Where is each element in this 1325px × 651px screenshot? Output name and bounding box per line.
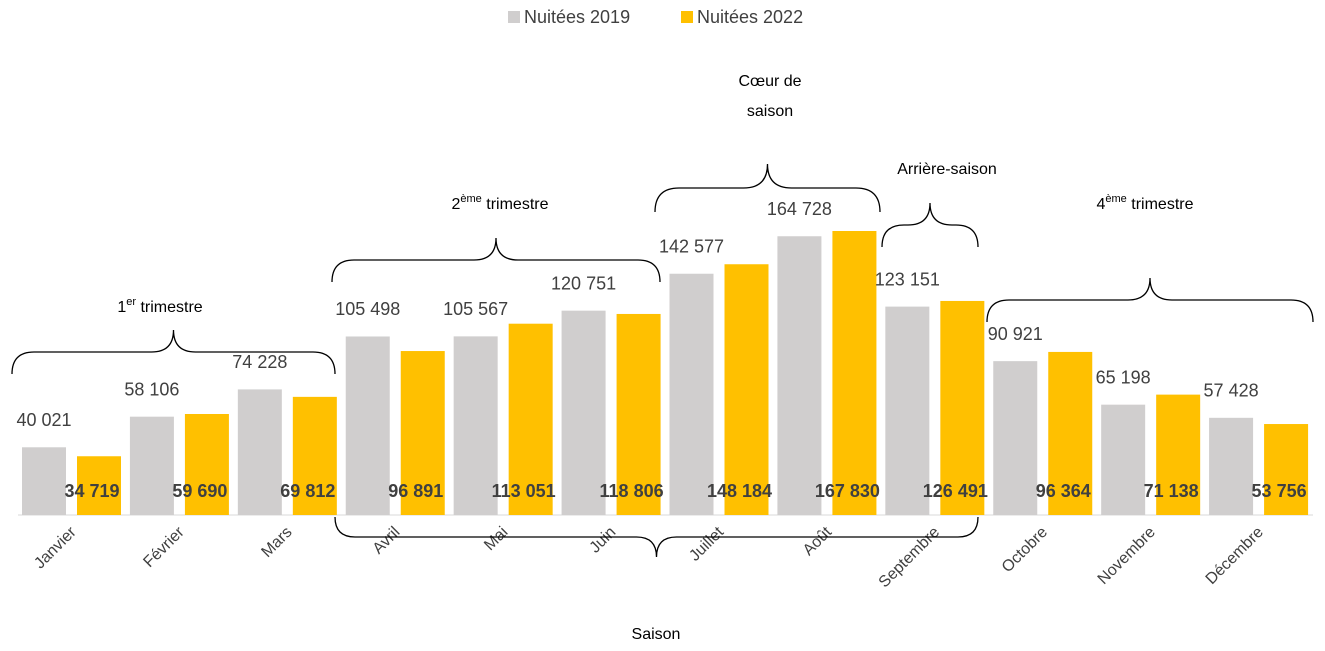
bar (77, 456, 121, 515)
annotation: saison (747, 103, 793, 120)
value-label: 164 728 (767, 199, 832, 219)
x-tick-label: Février (140, 523, 188, 571)
value-label: 57 428 (1204, 381, 1259, 401)
bar (1264, 424, 1309, 515)
value-label: 167 830 (815, 481, 880, 501)
x-tick-label: Septembre (876, 524, 943, 591)
bar (508, 323, 553, 515)
bar (940, 300, 985, 515)
value-label: 34 719 (64, 481, 119, 501)
annotation-part: trimestre (136, 299, 203, 316)
annotation-part: 2 (452, 196, 461, 213)
value-label: 126 491 (923, 481, 988, 501)
value-label: 71 138 (1144, 481, 1199, 501)
bar (1209, 417, 1254, 515)
brace (331, 237, 661, 283)
brace (986, 277, 1314, 323)
brace (334, 516, 979, 558)
value-label: 74 228 (232, 352, 287, 372)
bar (832, 231, 877, 515)
annotation-part: trimestre (482, 196, 549, 213)
bar (1156, 394, 1201, 515)
value-label: 142 577 (659, 236, 724, 256)
bar (561, 310, 606, 515)
x-tick-label: Juillet (686, 523, 727, 564)
brace (11, 329, 336, 375)
value-label: 96 891 (388, 481, 443, 501)
bar (616, 313, 661, 515)
x-tick-label: Novembre (1095, 524, 1159, 588)
x-tick-label: Octobre (999, 524, 1051, 576)
value-label: 53 756 (1252, 481, 1307, 501)
value-label: 120 751 (551, 273, 616, 293)
x-tick-label: Mai (481, 524, 511, 554)
annotation: 1er trimestre (117, 296, 202, 316)
legend-swatch (681, 11, 693, 23)
value-label: 118 806 (600, 481, 664, 501)
x-tick-label: Mars (258, 524, 295, 561)
annotation: Arrière-saison (897, 161, 997, 178)
annotation: 4ème trimestre (1097, 193, 1194, 213)
value-label: 123 151 (875, 269, 940, 289)
bar (669, 273, 714, 515)
legend-swatch (508, 11, 520, 23)
value-label: 148 184 (707, 481, 772, 501)
annotation-part: trimestre (1127, 196, 1194, 213)
value-label: 65 198 (1096, 367, 1151, 387)
annotation-part: ème (1105, 193, 1126, 205)
bar (292, 396, 337, 515)
legend-label: Nuitées 2019 (524, 7, 630, 27)
bar (237, 389, 282, 515)
bar (184, 413, 229, 515)
value-label: 58 106 (124, 379, 179, 399)
bar (1101, 404, 1146, 515)
bar (400, 351, 445, 515)
bar (129, 416, 174, 515)
annotation: Cœur de (738, 73, 801, 90)
brace (654, 163, 881, 213)
value-label: 69 812 (280, 481, 335, 501)
bar (22, 447, 66, 515)
x-tick-label: Avril (370, 524, 404, 558)
x-tick-label: Décembre (1203, 524, 1267, 588)
legend-label: Nuitées 2022 (697, 7, 803, 27)
bar (1048, 351, 1093, 515)
annotation: 2ème trimestre (452, 193, 549, 213)
value-label: 105 498 (335, 299, 400, 319)
x-tick-label: Janvier (31, 523, 80, 572)
bar (885, 306, 930, 515)
bar (345, 336, 390, 515)
annotation-part: 4 (1097, 196, 1106, 213)
annotation: Saison (632, 626, 681, 643)
annotation-part: er (126, 296, 136, 308)
value-label: 40 021 (16, 410, 71, 430)
value-label: 105 567 (443, 299, 508, 319)
bar (777, 236, 822, 515)
annotation-part: ème (460, 193, 481, 205)
value-label: 59 690 (172, 481, 227, 501)
bar (453, 336, 498, 515)
value-label: 90 921 (988, 324, 1043, 344)
brace (881, 202, 979, 248)
annotation-part: 1 (117, 299, 126, 316)
x-tick-label: Juin (587, 524, 620, 557)
value-label: 113 051 (492, 481, 556, 501)
x-tick-label: Août (800, 523, 836, 559)
bar (724, 264, 769, 515)
bar (993, 361, 1038, 515)
value-label: 96 364 (1036, 481, 1091, 501)
